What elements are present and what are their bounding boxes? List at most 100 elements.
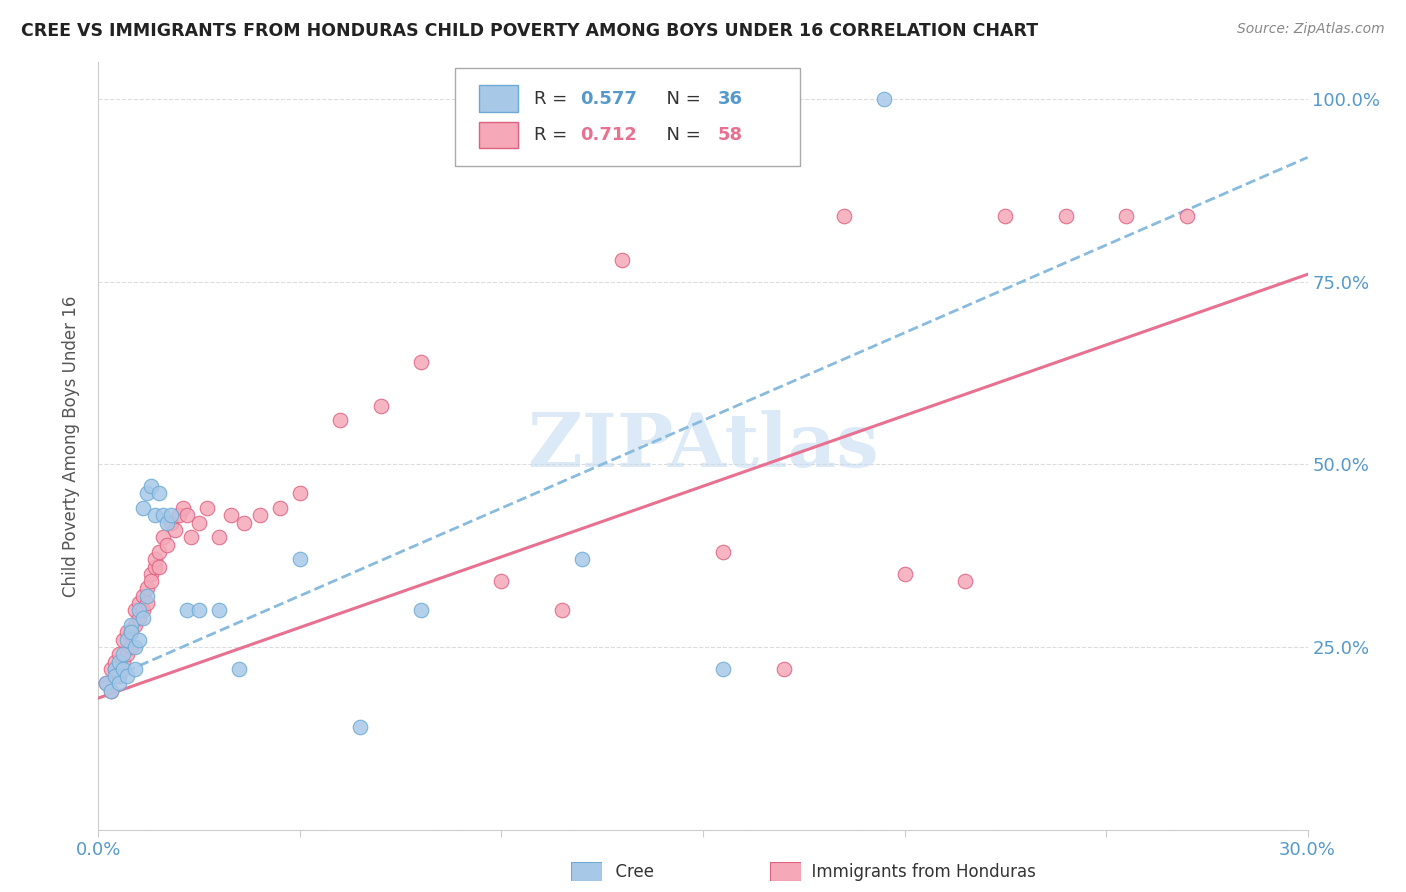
Point bbox=[167, 508, 190, 523]
Point bbox=[409, 603, 432, 617]
Point bbox=[269, 501, 291, 516]
Point bbox=[120, 618, 142, 632]
Point bbox=[111, 647, 134, 661]
Point bbox=[953, 574, 976, 589]
Point bbox=[249, 508, 271, 523]
Point bbox=[152, 508, 174, 523]
Point bbox=[100, 683, 122, 698]
Point bbox=[409, 355, 432, 369]
Point bbox=[115, 625, 138, 640]
Text: Cree: Cree bbox=[605, 863, 654, 881]
Point bbox=[111, 662, 134, 676]
Point bbox=[228, 662, 250, 676]
Point bbox=[132, 610, 155, 624]
Text: ZIPAtlas: ZIPAtlas bbox=[527, 409, 879, 483]
Point bbox=[711, 545, 734, 559]
Point bbox=[100, 683, 122, 698]
Point bbox=[124, 662, 146, 676]
Point bbox=[551, 603, 574, 617]
Point bbox=[491, 574, 513, 589]
Text: Source: ZipAtlas.com: Source: ZipAtlas.com bbox=[1237, 22, 1385, 37]
Point bbox=[107, 655, 129, 669]
Point bbox=[120, 640, 142, 654]
Text: 58: 58 bbox=[717, 127, 742, 145]
Point bbox=[156, 516, 179, 530]
FancyBboxPatch shape bbox=[456, 68, 800, 166]
Point bbox=[124, 618, 146, 632]
Point bbox=[349, 720, 371, 734]
Text: N =: N = bbox=[655, 127, 706, 145]
Point bbox=[115, 632, 138, 647]
Text: R =: R = bbox=[534, 127, 572, 145]
Point bbox=[128, 596, 150, 610]
Point bbox=[208, 603, 231, 617]
Point bbox=[873, 92, 896, 106]
Point bbox=[329, 413, 352, 427]
Point bbox=[143, 552, 166, 566]
Point bbox=[612, 252, 634, 267]
FancyBboxPatch shape bbox=[479, 86, 517, 112]
Point bbox=[1115, 209, 1137, 223]
Point bbox=[135, 486, 157, 500]
Point bbox=[160, 516, 183, 530]
Point bbox=[143, 508, 166, 523]
Point bbox=[103, 669, 125, 683]
Point bbox=[232, 516, 254, 530]
Point bbox=[994, 209, 1017, 223]
Point bbox=[135, 589, 157, 603]
Point bbox=[139, 574, 162, 589]
Point bbox=[128, 632, 150, 647]
Point bbox=[893, 566, 915, 581]
Point bbox=[111, 655, 134, 669]
Point bbox=[120, 625, 142, 640]
Point bbox=[103, 662, 125, 676]
Y-axis label: Child Poverty Among Boys Under 16: Child Poverty Among Boys Under 16 bbox=[62, 295, 80, 597]
Point bbox=[128, 610, 150, 624]
Point bbox=[107, 669, 129, 683]
Text: 0.712: 0.712 bbox=[579, 127, 637, 145]
Point bbox=[124, 603, 146, 617]
Point bbox=[571, 552, 593, 566]
Point bbox=[148, 545, 170, 559]
Point bbox=[188, 516, 211, 530]
Point bbox=[1054, 209, 1077, 223]
Point bbox=[115, 647, 138, 661]
Text: 0.577: 0.577 bbox=[579, 90, 637, 108]
Point bbox=[1175, 209, 1198, 223]
Text: N =: N = bbox=[655, 90, 706, 108]
Point bbox=[152, 530, 174, 544]
Point bbox=[107, 676, 129, 690]
Point bbox=[135, 596, 157, 610]
Point bbox=[188, 603, 211, 617]
Text: CREE VS IMMIGRANTS FROM HONDURAS CHILD POVERTY AMONG BOYS UNDER 16 CORRELATION C: CREE VS IMMIGRANTS FROM HONDURAS CHILD P… bbox=[21, 22, 1038, 40]
Point bbox=[195, 501, 218, 516]
Point bbox=[148, 559, 170, 574]
Point bbox=[288, 552, 311, 566]
Point bbox=[221, 508, 243, 523]
Point bbox=[132, 589, 155, 603]
Point bbox=[772, 662, 794, 676]
Point bbox=[100, 662, 122, 676]
Point bbox=[103, 655, 125, 669]
Point bbox=[711, 662, 734, 676]
Point bbox=[208, 530, 231, 544]
Text: R =: R = bbox=[534, 90, 572, 108]
Point bbox=[148, 486, 170, 500]
FancyBboxPatch shape bbox=[479, 121, 517, 148]
Point bbox=[370, 399, 392, 413]
Point bbox=[120, 625, 142, 640]
Point bbox=[128, 603, 150, 617]
Point bbox=[132, 501, 155, 516]
Text: 36: 36 bbox=[717, 90, 742, 108]
Point bbox=[103, 662, 125, 676]
Point bbox=[172, 501, 194, 516]
Point bbox=[288, 486, 311, 500]
Point bbox=[156, 538, 179, 552]
Point bbox=[176, 603, 198, 617]
Text: Immigrants from Honduras: Immigrants from Honduras bbox=[801, 863, 1036, 881]
Point bbox=[139, 566, 162, 581]
Point bbox=[163, 523, 186, 537]
Point bbox=[96, 676, 118, 690]
Point bbox=[176, 508, 198, 523]
Point bbox=[107, 647, 129, 661]
